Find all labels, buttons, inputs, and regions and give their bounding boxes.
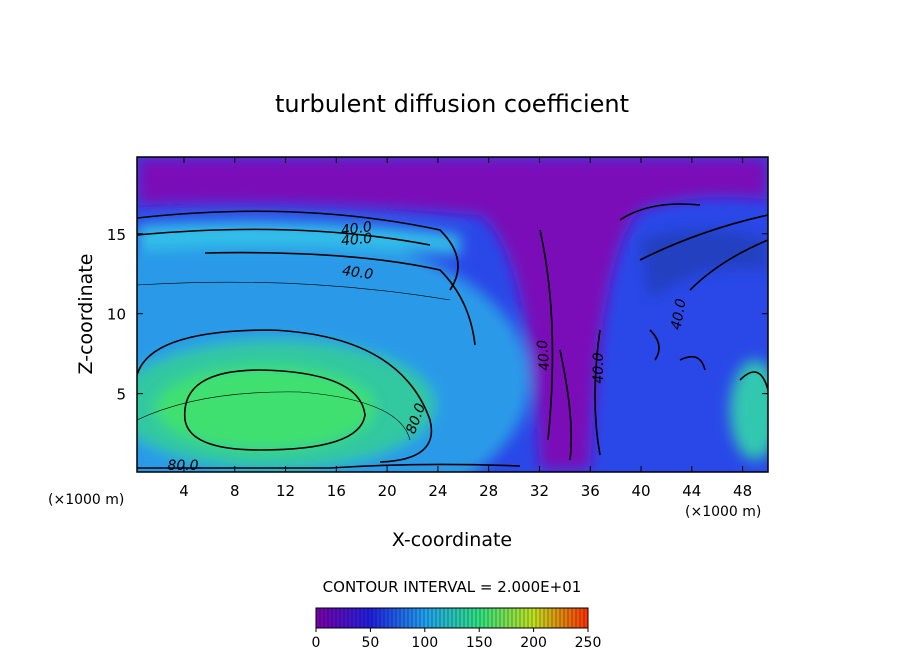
contour-label: 40.0: [340, 231, 373, 250]
x-tick-label: 20: [378, 482, 397, 500]
x-tick-label: 32: [530, 482, 549, 500]
colorbar-ramp: [315, 607, 589, 629]
contour-label: 40.0: [341, 263, 374, 283]
x-tick-label: 36: [581, 482, 600, 500]
colorbar-tick-label: 200: [520, 635, 547, 651]
colorbar-tick-label: 100: [411, 635, 438, 651]
contour-interval: CONTOUR INTERVAL = 2.000E+01: [323, 578, 582, 596]
y-axis-title: Z-coordinate: [75, 254, 97, 375]
x-tick-label: 8: [230, 482, 240, 500]
contour-label: 40.0: [591, 352, 607, 383]
contour-label: 40.0: [668, 297, 689, 331]
x-tick-label: 24: [428, 482, 447, 500]
x-unit: (×1000 m): [685, 504, 761, 520]
x-axis-title: X-coordinate: [392, 529, 512, 551]
y-tick-label: 10: [107, 306, 126, 324]
x-tick-label: 28: [479, 482, 498, 500]
x-tick-label: 44: [682, 482, 701, 500]
colorbar-tick-label: 0: [312, 635, 321, 651]
colorbar: 0 50 100 150 200 250: [312, 607, 602, 651]
y-tick-label: 15: [107, 226, 126, 244]
contour-label: 40.0: [340, 219, 373, 239]
x-tick-label: 48: [733, 482, 752, 500]
x-tick-label: 4: [179, 482, 189, 500]
x-tick-label: 16: [327, 482, 346, 500]
x-tick-label: 12: [276, 482, 295, 500]
plot-frame: [136, 156, 769, 473]
y-tick-label: 5: [116, 386, 126, 404]
x-tick-label: 40: [631, 482, 650, 500]
colorbar-tick-label: 50: [361, 635, 379, 651]
field: [137, 157, 768, 472]
colorbar-tick-label: 250: [575, 635, 602, 651]
chart-title: turbulent diffusion coefficient: [275, 90, 629, 118]
y-unit: (×1000 m): [48, 492, 124, 508]
colorbar-tick-label: 150: [466, 635, 493, 651]
contour-label: 80.0: [167, 458, 198, 474]
contour-label: 40.0: [535, 339, 554, 372]
